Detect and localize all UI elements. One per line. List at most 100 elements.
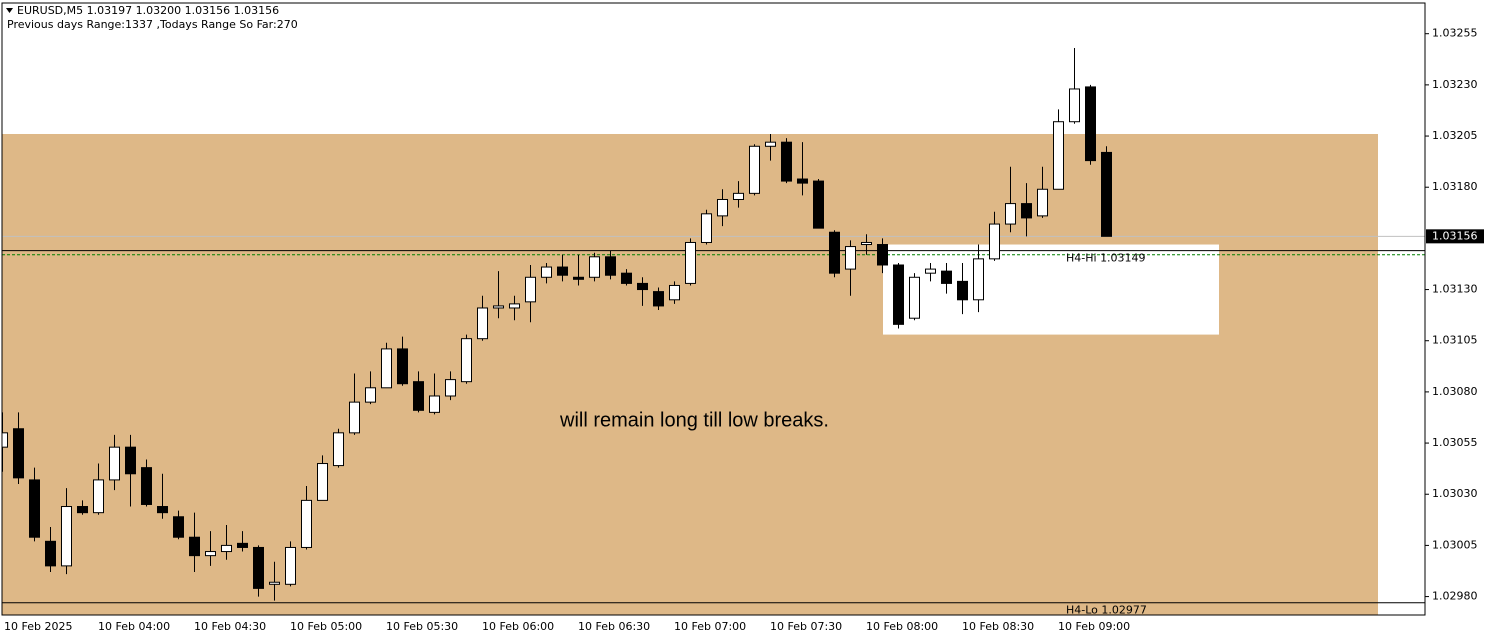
candle-body [1037,188,1048,217]
candle-body [557,266,568,276]
candle-body [589,256,600,278]
x-tick-label: 10 Feb 2025 [4,620,72,633]
y-tick-label: 1.03005 [1432,538,1478,551]
candle-body [717,198,728,217]
y-tick-label: 1.03205 [1432,129,1478,142]
menu-arrow[interactable] [6,8,13,13]
candle-body [349,401,360,434]
y-tick-label: 1.03080 [1432,385,1478,398]
candle-body [381,348,392,389]
x-tick-label: 10 Feb 07:00 [674,620,746,633]
candle-body [637,282,648,291]
x-tick-label: 10 Feb 08:30 [962,620,1034,633]
candle-body [621,272,632,284]
candle-body [173,516,184,538]
y-tick-label: 1.03230 [1432,78,1478,91]
y-tick-label: 1.03130 [1432,283,1478,296]
x-tick-label: 10 Feb 08:00 [866,620,938,633]
candle-body [893,264,904,325]
y-tick-label: 1.03055 [1432,436,1478,449]
candle-body [541,266,552,278]
candle-body [317,463,328,501]
y-tick-label: 1.03030 [1432,487,1478,500]
candle-body [877,244,888,266]
chart-title: EURUSD,M5 1.03197 1.03200 1.03156 1.0315… [17,4,279,17]
candle-body [685,241,696,284]
candle-body [237,542,248,548]
y-tick-label: 1.03105 [1432,334,1478,347]
x-tick-label: 10 Feb 06:30 [578,620,650,633]
candle-body [397,348,408,385]
candle-body [957,280,968,301]
candle-body [477,307,488,340]
candle-body [93,479,104,514]
candle-body [205,551,216,557]
y-tick-label: 1.02980 [1432,590,1478,603]
candle-body [285,546,296,585]
candle-body [429,395,440,413]
candle-body [797,178,808,184]
x-tick-label: 10 Feb 05:00 [290,620,362,633]
candle-body [845,246,856,270]
candle-body [365,387,376,403]
x-tick-label: 10 Feb 05:30 [386,620,458,633]
candle-body [605,256,616,276]
candle-body [733,192,744,200]
candle-body [925,268,936,274]
candle-body [141,467,152,505]
annotation: will remain long till low breaks. [559,409,829,431]
chart-subtitle: Previous days Range:1337 ,Todays Range S… [7,18,298,31]
candle-body [413,381,424,411]
candle-body [861,241,872,246]
candle-body [445,379,456,397]
candle-body [909,276,920,319]
level-label: H4-Hi 1.03149 [1066,252,1146,265]
candle-body [253,546,264,589]
candle-body [813,180,824,229]
x-tick-label: 10 Feb 07:30 [770,620,842,633]
candle-body [1101,151,1112,237]
x-tick-label: 10 Feb 09:00 [1058,620,1130,633]
candle-body [525,276,536,303]
candle-body [781,141,792,182]
candle-body [989,223,1000,260]
level-label: H4-Lo 1.02977 [1066,604,1147,617]
y-tick-label: 1.03255 [1432,27,1478,40]
price-box [1426,229,1484,244]
candle-body [765,141,776,147]
candle-body [61,506,72,567]
plot-border [1,2,1426,616]
candle-body [461,338,472,383]
candle-body [1069,88,1080,123]
candle-body [1021,203,1032,219]
candle-body [1005,203,1016,225]
candle-body [189,536,200,557]
x-tick-label: 10 Feb 04:00 [98,620,170,633]
candle-body [509,303,520,309]
candle-body [829,231,840,274]
y-tick-label: 1.03180 [1432,180,1478,193]
candle-body [269,581,280,585]
candle-body [301,499,312,548]
candle-body [157,506,168,514]
plot-area [2,48,1425,615]
candle-body [13,428,24,479]
candle-body [221,544,232,553]
candle-body [493,305,504,309]
candle-body [941,270,952,284]
candle-body [1053,121,1064,190]
candle-body [573,276,584,280]
candle-body [333,432,344,467]
price-label: 1.03156 [1432,229,1478,242]
zone [2,133,1378,615]
candle-body [653,291,664,307]
candle-body [125,446,136,475]
candle-body [77,506,88,514]
zone [883,244,1219,335]
candle-body [45,540,56,567]
candle-body [701,213,712,243]
candle-body [669,284,680,301]
candle-body [29,479,40,538]
